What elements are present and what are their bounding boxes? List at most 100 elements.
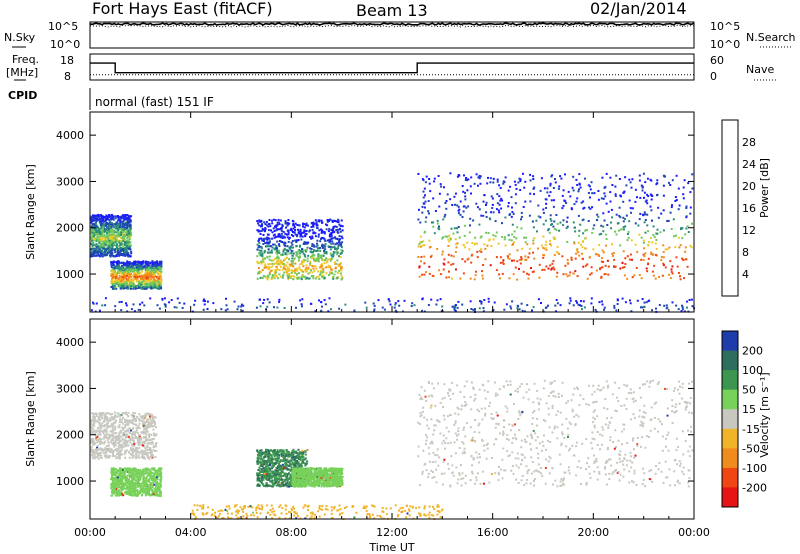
velocity-cell: [114, 427, 117, 430]
power-cell: [421, 244, 424, 247]
power-cell: [336, 272, 339, 275]
velocity-cell: [93, 451, 96, 453]
power-cell: [287, 240, 290, 243]
power-cell: [148, 284, 151, 287]
velocity-cell: [109, 420, 112, 422]
velocity-cell: [143, 440, 146, 443]
velocity-cell: [114, 440, 117, 443]
power-cell: [290, 260, 293, 263]
velocity-cell: [91, 456, 94, 459]
power-cell: [564, 173, 566, 176]
power-cell: [685, 227, 688, 230]
power-cell: [574, 257, 577, 260]
velocity-cell: [135, 429, 138, 432]
power-cell: [286, 245, 289, 248]
power-cell: [603, 219, 606, 222]
power-cell: [544, 247, 547, 250]
power-cell: [572, 189, 575, 192]
power-cell: [685, 216, 688, 219]
velocity-cell: [90, 450, 93, 453]
power-cell: [423, 202, 426, 205]
power-cell: [111, 285, 114, 288]
velocity-cell: [152, 448, 155, 451]
power-cell: [600, 232, 603, 235]
power-cell: [258, 241, 261, 244]
power-cell: [543, 247, 546, 250]
power-cell: [497, 242, 500, 245]
velocity-cell: [148, 457, 151, 460]
power-cell: [107, 227, 110, 230]
power-cell: [143, 281, 146, 284]
velocity-cell: [153, 419, 155, 422]
power-cell: [233, 300, 236, 303]
power-cell: [105, 235, 108, 238]
power-cell: [300, 250, 303, 252]
power-cell: [650, 198, 653, 201]
velocity-cell: [103, 416, 106, 419]
power-cell: [115, 277, 117, 280]
velocity-cell: [133, 473, 136, 476]
velocity-cell: [146, 480, 149, 483]
power-scatter-cells: [90, 172, 696, 313]
velocity-cell: [152, 442, 154, 445]
velocity-cell: [118, 424, 121, 427]
power-cell: [117, 248, 120, 250]
power-cell: [656, 182, 659, 185]
power-cell: [149, 270, 152, 273]
power-cell: [575, 252, 578, 255]
power-cell: [281, 275, 284, 278]
power-cell: [159, 262, 162, 265]
power-cell: [118, 265, 120, 268]
power-cell: [122, 218, 125, 221]
velocity-cell: [154, 426, 157, 429]
power-cell: [627, 236, 630, 239]
power-cell: [261, 269, 264, 272]
power-cell: [130, 266, 133, 269]
power-cell: [325, 266, 328, 269]
power-cell: [288, 246, 291, 249]
power-cell: [130, 252, 133, 255]
power-cell: [159, 275, 162, 278]
nave-tick-top: 60: [710, 54, 724, 67]
power-cell: [153, 273, 156, 276]
power-cell: [97, 215, 100, 218]
power-cell: [419, 221, 422, 224]
velocity-cell: [99, 429, 101, 432]
power-cell: [114, 282, 117, 285]
velocity-cell: [116, 436, 119, 438]
power-cell: [126, 260, 129, 263]
power-cell: [520, 215, 523, 218]
power-cell: [641, 306, 644, 309]
power-cell: [283, 271, 286, 274]
power-cell: [490, 195, 493, 198]
power-cell: [340, 235, 343, 238]
power-cell: [462, 205, 465, 208]
power-cell: [603, 273, 606, 276]
power-cell: [286, 233, 288, 236]
power-cell: [552, 225, 555, 228]
power-cell: [308, 264, 311, 267]
velocity-cell: [149, 425, 152, 428]
power-cell: [119, 283, 122, 286]
power-cell: [340, 277, 343, 280]
power-cell: [286, 266, 289, 269]
velocity-cell: [135, 455, 138, 458]
power-cell: [158, 307, 161, 310]
power-cell: [283, 307, 286, 309]
power-cell: [160, 260, 163, 263]
power-cell: [438, 225, 440, 228]
power-cell: [260, 254, 263, 257]
power-cell: [591, 206, 594, 209]
velocity-cell: [130, 429, 132, 432]
velocity-cell: [108, 435, 111, 438]
velocity-cell: [118, 414, 121, 417]
power-cell: [286, 270, 289, 272]
power-cell: [266, 305, 269, 308]
power-cell: [98, 238, 101, 241]
velocity-cell: [137, 454, 140, 457]
power-cell: [119, 244, 122, 246]
power-cell: [605, 172, 608, 175]
power-cell: [569, 195, 572, 198]
power-cell: [646, 270, 649, 273]
power-cell: [340, 219, 343, 222]
